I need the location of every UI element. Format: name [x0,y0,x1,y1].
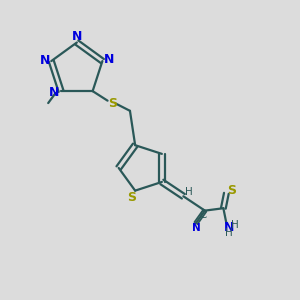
Text: N: N [49,85,60,98]
Text: S: S [127,191,136,204]
Text: S: S [227,184,236,197]
Text: S: S [108,97,117,110]
Text: H: H [231,220,239,230]
Text: N: N [40,54,50,67]
Text: N: N [72,30,82,43]
Text: N: N [104,53,114,66]
Text: N: N [192,223,201,233]
Text: N: N [224,221,235,234]
Text: C: C [200,210,207,220]
Text: H: H [226,228,233,238]
Text: H: H [185,187,193,196]
